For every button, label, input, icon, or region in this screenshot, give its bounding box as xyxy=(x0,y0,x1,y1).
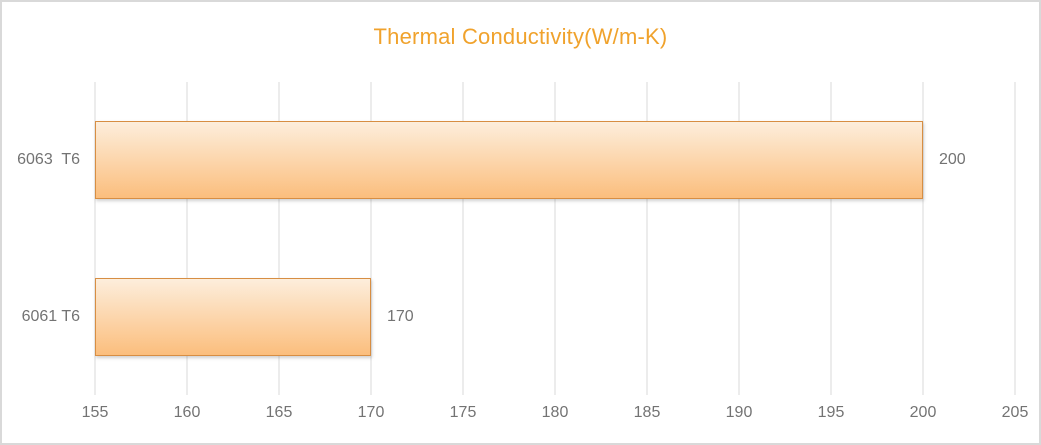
x-tick-label: 185 xyxy=(633,404,661,421)
x-tick-label: 155 xyxy=(81,404,109,421)
gridline xyxy=(462,82,464,395)
category-label: 6061 T6 xyxy=(21,307,80,325)
data-label: 200 xyxy=(939,151,966,169)
gridline xyxy=(370,82,372,395)
value-axis: 155 160 165 170 175 180 185 190 195 200 205 xyxy=(82,398,1029,428)
x-tick-label: 180 xyxy=(541,404,569,421)
x-tick-label: 160 xyxy=(173,404,201,421)
x-tick-label: 195 xyxy=(817,404,845,421)
data-label: 170 xyxy=(387,307,414,325)
gridline xyxy=(738,82,740,395)
x-tick-label: 200 xyxy=(909,404,937,421)
x-tick-label: 165 xyxy=(265,404,293,421)
gridline xyxy=(94,82,96,395)
x-tick-label: 175 xyxy=(449,404,477,421)
bar-row: 6063 T6 200 xyxy=(17,82,1015,239)
category-label: 6063 T6 xyxy=(17,151,80,169)
x-tick-label: 170 xyxy=(357,404,385,421)
gridline xyxy=(554,82,556,395)
plot-area: 6063 T6 200 6061 T6 170 xyxy=(17,82,1016,396)
gridline xyxy=(186,82,188,395)
x-tick-label: 205 xyxy=(1001,404,1029,421)
x-tick-label: 190 xyxy=(725,404,753,421)
gridline xyxy=(1014,82,1016,395)
bar xyxy=(95,277,371,356)
gridline xyxy=(922,82,924,395)
chart-title: Thermal Conductivity(W/m-K) xyxy=(373,24,668,49)
gridline xyxy=(830,82,832,395)
bar-row: 6061 T6 170 xyxy=(22,239,1015,396)
gridline xyxy=(646,82,648,395)
bar xyxy=(95,121,923,200)
gridline xyxy=(278,82,280,395)
